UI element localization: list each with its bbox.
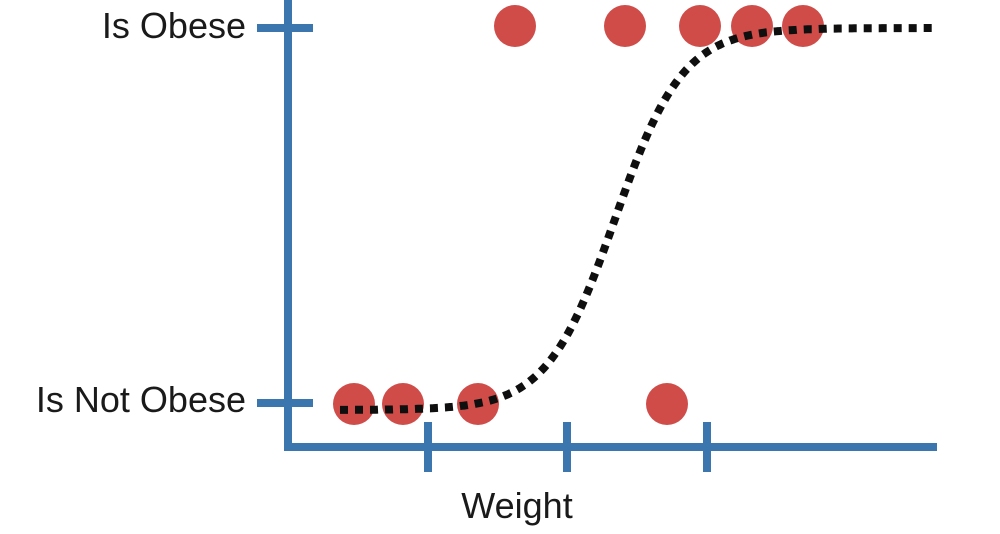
sigmoid-fit-curve (340, 24, 934, 414)
data-point-not-obese (333, 383, 375, 425)
data-point-obese (679, 5, 721, 47)
data-point-obese (494, 5, 536, 47)
data-point-not-obese (646, 383, 688, 425)
y-tick-label-is-not-obese: Is Not Obese (35, 379, 246, 420)
x-axis-title: Weight (461, 485, 573, 526)
y-tick-label-is-obese: Is Obese (101, 5, 246, 46)
data-point-obese (604, 5, 646, 47)
data-point-obese (782, 5, 824, 47)
data-point-not-obese (382, 383, 424, 425)
